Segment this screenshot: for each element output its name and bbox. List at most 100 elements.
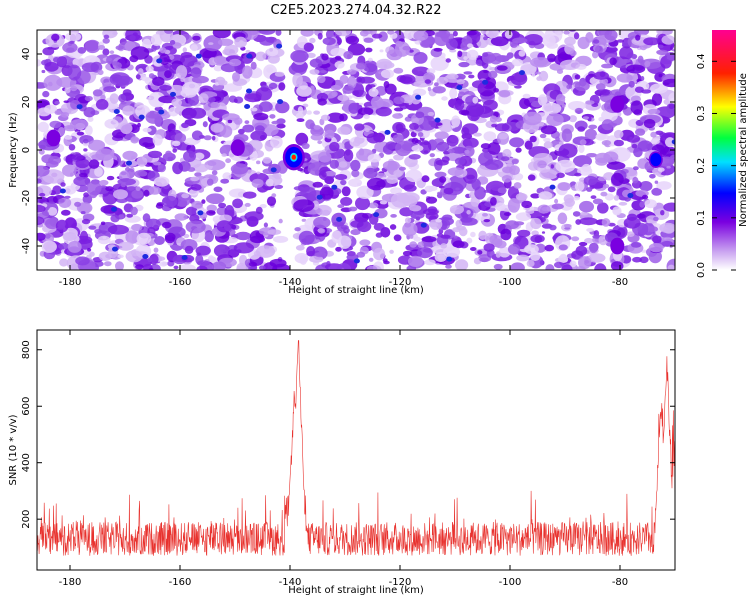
spectrogram-cell bbox=[550, 164, 554, 169]
spectrogram-y-label: Frequency (Hz) bbox=[8, 112, 19, 188]
spectrogram-cell bbox=[220, 249, 227, 253]
spectrogram-cell bbox=[378, 31, 388, 42]
spectrogram-cell bbox=[405, 169, 423, 183]
spectrogram-cell bbox=[278, 218, 283, 224]
spectrogram-cell bbox=[44, 61, 59, 72]
spectrogram-cell bbox=[558, 141, 564, 146]
spectrogram-cell bbox=[531, 230, 539, 236]
spectrogram-cell bbox=[555, 136, 560, 142]
spectrogram-cell bbox=[515, 193, 528, 201]
spectrogram-cell bbox=[517, 229, 531, 238]
spectrogram-cell bbox=[574, 107, 584, 114]
spectrogram-cell bbox=[554, 198, 559, 204]
spectrogram-cell bbox=[181, 122, 189, 129]
spectrogram-cell bbox=[298, 230, 315, 245]
spectrogram-cell bbox=[136, 156, 148, 167]
spectrogram-cell bbox=[574, 181, 585, 192]
spectrogram-cell bbox=[343, 227, 350, 234]
spectrogram-cell bbox=[458, 217, 478, 226]
spectrogram-cell bbox=[648, 243, 664, 253]
spectrogram-cell bbox=[379, 200, 388, 205]
spectrogram-cell bbox=[211, 135, 216, 141]
spectrogram-hotspot bbox=[46, 129, 61, 147]
spectrogram-cell bbox=[236, 265, 249, 270]
spectrogram-cell bbox=[396, 193, 409, 203]
spectrogram-cell bbox=[118, 94, 127, 103]
spectrogram-cell bbox=[75, 256, 90, 266]
spectrogram-cell bbox=[643, 118, 656, 129]
spectrogram-cell bbox=[435, 218, 442, 223]
spectrogram-cell bbox=[331, 184, 338, 190]
spectrogram-cell bbox=[483, 219, 491, 223]
spectrogram-cell bbox=[194, 172, 202, 177]
spectrogram-cell bbox=[466, 174, 475, 180]
spectrogram-cell bbox=[477, 69, 492, 82]
spectrogram-cell bbox=[455, 259, 469, 270]
spectrogram-cell bbox=[430, 56, 449, 71]
spectrogram-cell bbox=[647, 108, 661, 115]
spectrogram-cell bbox=[428, 185, 438, 192]
spectrogram-cell bbox=[366, 265, 378, 270]
spectrogram-cell bbox=[235, 231, 252, 241]
spectrogram-cell bbox=[342, 85, 355, 94]
spectrogram-cell bbox=[497, 187, 507, 194]
spectrogram-cell bbox=[67, 64, 82, 81]
spectrogram-cell bbox=[45, 233, 51, 239]
spectrogram-cell bbox=[411, 145, 424, 152]
spectrogram-cell bbox=[317, 75, 326, 84]
spectrogram-cell bbox=[317, 98, 328, 106]
colorbar-tick-label: 0.2 bbox=[696, 158, 707, 174]
spectrogram-cell bbox=[564, 198, 575, 207]
spectrogram-cell bbox=[666, 165, 671, 169]
spectrogram-cell bbox=[80, 211, 86, 215]
spectrogram-cell bbox=[555, 94, 566, 106]
spectrogram-cell bbox=[375, 232, 383, 238]
spectrogram-cell bbox=[515, 212, 532, 222]
spectrogram-cell bbox=[626, 134, 641, 143]
spectrogram-cell bbox=[296, 118, 305, 122]
spectrogram-cell bbox=[276, 123, 286, 129]
spectrogram-cell bbox=[490, 36, 509, 47]
spectrogram-cell bbox=[446, 73, 459, 80]
spectrogram-cell bbox=[220, 178, 230, 184]
spectrogram-cell bbox=[485, 30, 500, 39]
spectrogram-cell bbox=[64, 86, 71, 94]
spectrogram-cell bbox=[356, 220, 372, 233]
spectrogram-cell bbox=[442, 246, 461, 258]
spectrogram-cell bbox=[631, 143, 638, 149]
spectrogram-cell bbox=[39, 192, 46, 197]
spectrogram-cell bbox=[415, 111, 425, 119]
spectrogram-cell bbox=[356, 251, 366, 258]
spectrogram-cell bbox=[258, 30, 276, 35]
spectrogram-cell bbox=[561, 264, 573, 270]
spectrogram-cell bbox=[211, 261, 227, 270]
spectrogram-cell bbox=[627, 193, 634, 198]
spectrogram-cell bbox=[539, 169, 559, 180]
spectrogram-cell bbox=[363, 114, 370, 120]
spectrogram-cell bbox=[37, 204, 46, 213]
spectrogram-cell bbox=[250, 235, 265, 244]
spectrogram-cell bbox=[208, 42, 214, 45]
spectrogram-cell bbox=[244, 104, 251, 109]
spectrogram-cell bbox=[207, 161, 217, 166]
spectrogram-cell bbox=[527, 174, 536, 181]
spectrogram-cell bbox=[147, 125, 157, 136]
spectrogram-cell bbox=[183, 150, 196, 162]
spectrogram-cell bbox=[632, 256, 643, 263]
spectrogram-cell bbox=[237, 210, 243, 213]
spectrogram-cell bbox=[356, 182, 362, 187]
spectrogram-cell bbox=[194, 152, 205, 160]
spectrogram-cell bbox=[222, 172, 232, 181]
x-tick-label: -180 bbox=[59, 277, 82, 288]
spectrogram-cell bbox=[60, 182, 66, 187]
spectrogram-cell bbox=[69, 40, 75, 45]
spectrogram-cell bbox=[392, 113, 404, 119]
spectrogram-cell bbox=[118, 214, 125, 220]
spectrogram-cell bbox=[172, 140, 181, 147]
spectrogram-hotspot bbox=[651, 154, 660, 165]
figure-title: C2E5.2023.274.04.32.R22 bbox=[270, 3, 441, 18]
spectrogram-cell bbox=[382, 160, 400, 171]
spectrogram-cell bbox=[502, 148, 512, 159]
spectrogram-cell bbox=[555, 159, 576, 173]
spectrogram-cell bbox=[387, 30, 395, 35]
